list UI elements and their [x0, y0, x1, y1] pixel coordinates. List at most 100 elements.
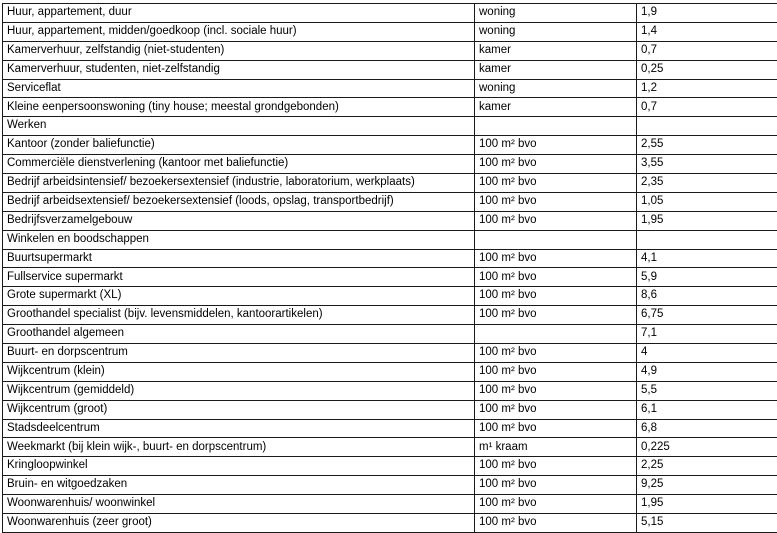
value-cell: 0,7: [637, 41, 777, 60]
value-cell: 5,9: [637, 268, 777, 287]
description-cell: Wijkcentrum (gemiddeld): [3, 381, 475, 400]
value-cell: 0,7: [637, 98, 777, 117]
table-row: Groothandel algemeen 7,1: [3, 325, 777, 344]
unit-cell: 100 m² bvo: [475, 344, 637, 363]
description-cell: Kantoor (zonder baliefunctie): [3, 136, 475, 155]
value-cell: 4,1: [637, 249, 777, 268]
description-cell: Buurt- en dorpscentrum: [3, 344, 475, 363]
value-cell: 0,25: [637, 60, 777, 79]
value-cell: 2,25: [637, 457, 777, 476]
value-cell: 1,2: [637, 79, 777, 98]
description-cell: Winkelen en boodschappen: [3, 230, 475, 249]
unit-cell: 100 m² bvo: [475, 476, 637, 495]
description-cell: Serviceflat: [3, 79, 475, 98]
unit-cell: [475, 117, 637, 136]
value-cell: 5,5: [637, 381, 777, 400]
unit-cell: m¹ kraam: [475, 438, 637, 457]
description-cell: Woonwarenhuis/ woonwinkel: [3, 495, 475, 514]
table-row: Kamerverhuur, zelfstandig (niet-studente…: [3, 41, 777, 60]
table-row: Werken: [3, 117, 777, 136]
unit-cell: kamer: [475, 98, 637, 117]
description-cell: Bruin- en witgoedzaken: [3, 476, 475, 495]
unit-cell: 100 m² bvo: [475, 362, 637, 381]
value-cell: 4,9: [637, 362, 777, 381]
table-row: Weekmarkt (bij klein wijk-, buurt- en do…: [3, 438, 777, 457]
table-row: Bedrijf arbeidsintensief/ bezoekersexten…: [3, 174, 777, 193]
description-cell: Groothandel algemeen: [3, 325, 475, 344]
description-cell: Werken: [3, 117, 475, 136]
table-row: Huur, appartement, midden/goedkoop (incl…: [3, 22, 777, 41]
unit-cell: kamer: [475, 41, 637, 60]
value-cell: 9,25: [637, 476, 777, 495]
description-cell: Commerciële dienstverlening (kantoor met…: [3, 155, 475, 174]
description-cell: Woonwarenhuis (zeer groot): [3, 514, 475, 533]
unit-cell: [475, 230, 637, 249]
unit-cell: 100 m² bvo: [475, 514, 637, 533]
unit-cell: 100 m² bvo: [475, 174, 637, 193]
value-cell: 4: [637, 344, 777, 363]
value-cell: 1,95: [637, 211, 777, 230]
unit-cell: 100 m² bvo: [475, 287, 637, 306]
value-cell: 6,75: [637, 306, 777, 325]
unit-cell: 100 m² bvo: [475, 400, 637, 419]
value-cell: 1,4: [637, 22, 777, 41]
description-cell: Buurtsupermarkt: [3, 249, 475, 268]
description-cell: Kleine eenpersoonswoning (tiny house; me…: [3, 98, 475, 117]
value-cell: 3,55: [637, 155, 777, 174]
description-cell: Wijkcentrum (groot): [3, 400, 475, 419]
value-cell: 2,35: [637, 174, 777, 193]
table-row: Commerciële dienstverlening (kantoor met…: [3, 155, 777, 174]
unit-cell: woning: [475, 22, 637, 41]
description-cell: Groothandel specialist (bijv. levensmidd…: [3, 306, 475, 325]
unit-cell: woning: [475, 79, 637, 98]
value-cell: 7,1: [637, 325, 777, 344]
value-cell: 1,9: [637, 4, 777, 23]
unit-cell: 100 m² bvo: [475, 306, 637, 325]
description-cell: Kamerverhuur, zelfstandig (niet-studente…: [3, 41, 475, 60]
table-row: Kleine eenpersoonswoning (tiny house; me…: [3, 98, 777, 117]
unit-cell: [475, 325, 637, 344]
unit-cell: 100 m² bvo: [475, 495, 637, 514]
value-cell: 6,8: [637, 419, 777, 438]
unit-cell: 100 m² bvo: [475, 136, 637, 155]
unit-cell: 100 m² bvo: [475, 249, 637, 268]
description-cell: Kringloopwinkel: [3, 457, 475, 476]
value-cell: 0,225: [637, 438, 777, 457]
unit-cell: woning: [475, 4, 637, 23]
table-row: Groothandel specialist (bijv. levensmidd…: [3, 306, 777, 325]
unit-cell: 100 m² bvo: [475, 268, 637, 287]
description-cell: Weekmarkt (bij klein wijk-, buurt- en do…: [3, 438, 475, 457]
description-cell: Stadsdeelcentrum: [3, 419, 475, 438]
description-cell: Kamerverhuur, studenten, niet-zelfstandi…: [3, 60, 475, 79]
value-cell: 5,15: [637, 514, 777, 533]
unit-cell: kamer: [475, 60, 637, 79]
unit-cell: 100 m² bvo: [475, 457, 637, 476]
table-row: Bedrijf arbeidsextensief/ bezoekersexten…: [3, 192, 777, 211]
value-cell: 1,95: [637, 495, 777, 514]
unit-cell: 100 m² bvo: [475, 211, 637, 230]
table-row: Kamerverhuur, studenten, niet-zelfstandi…: [3, 60, 777, 79]
description-cell: Grote supermarkt (XL): [3, 287, 475, 306]
value-cell: 2,55: [637, 136, 777, 155]
value-cell: [637, 117, 777, 136]
description-cell: Fullservice supermarkt: [3, 268, 475, 287]
value-cell: [637, 230, 777, 249]
